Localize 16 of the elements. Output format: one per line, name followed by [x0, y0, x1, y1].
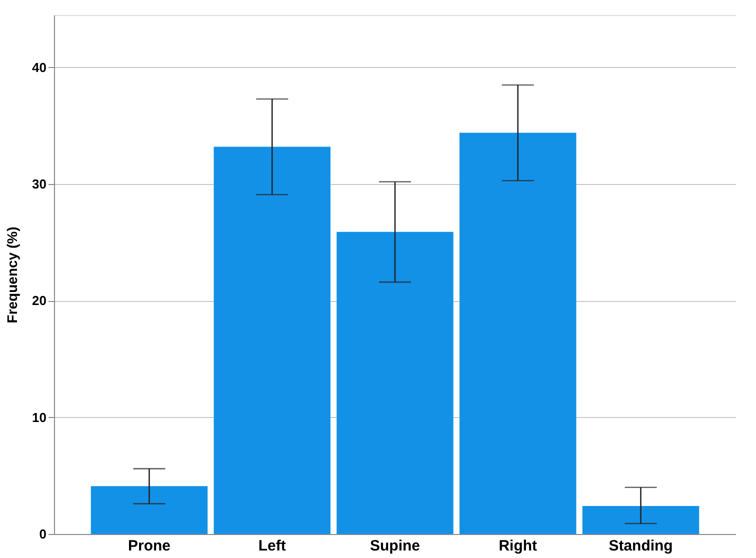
- y-axis-title: Frequency (%): [4, 226, 20, 324]
- bar: [460, 132, 576, 534]
- x-tick-label: Left: [258, 538, 286, 554]
- y-tick-label: 10: [32, 410, 46, 425]
- bar: [214, 146, 330, 534]
- bar: [90, 486, 208, 534]
- bar: [336, 232, 454, 534]
- y-tick-label: 40: [32, 60, 46, 75]
- y-tick-label: 20: [32, 293, 46, 308]
- y-tick-label: 30: [32, 176, 46, 192]
- x-tick-label: Supine: [370, 538, 420, 554]
- x-tick-label: Prone: [128, 538, 170, 554]
- x-tick-label: Right: [498, 538, 538, 554]
- bar: [582, 506, 700, 534]
- x-tick-label: Standing: [608, 538, 673, 554]
- y-tick-label: 0: [39, 526, 46, 542]
